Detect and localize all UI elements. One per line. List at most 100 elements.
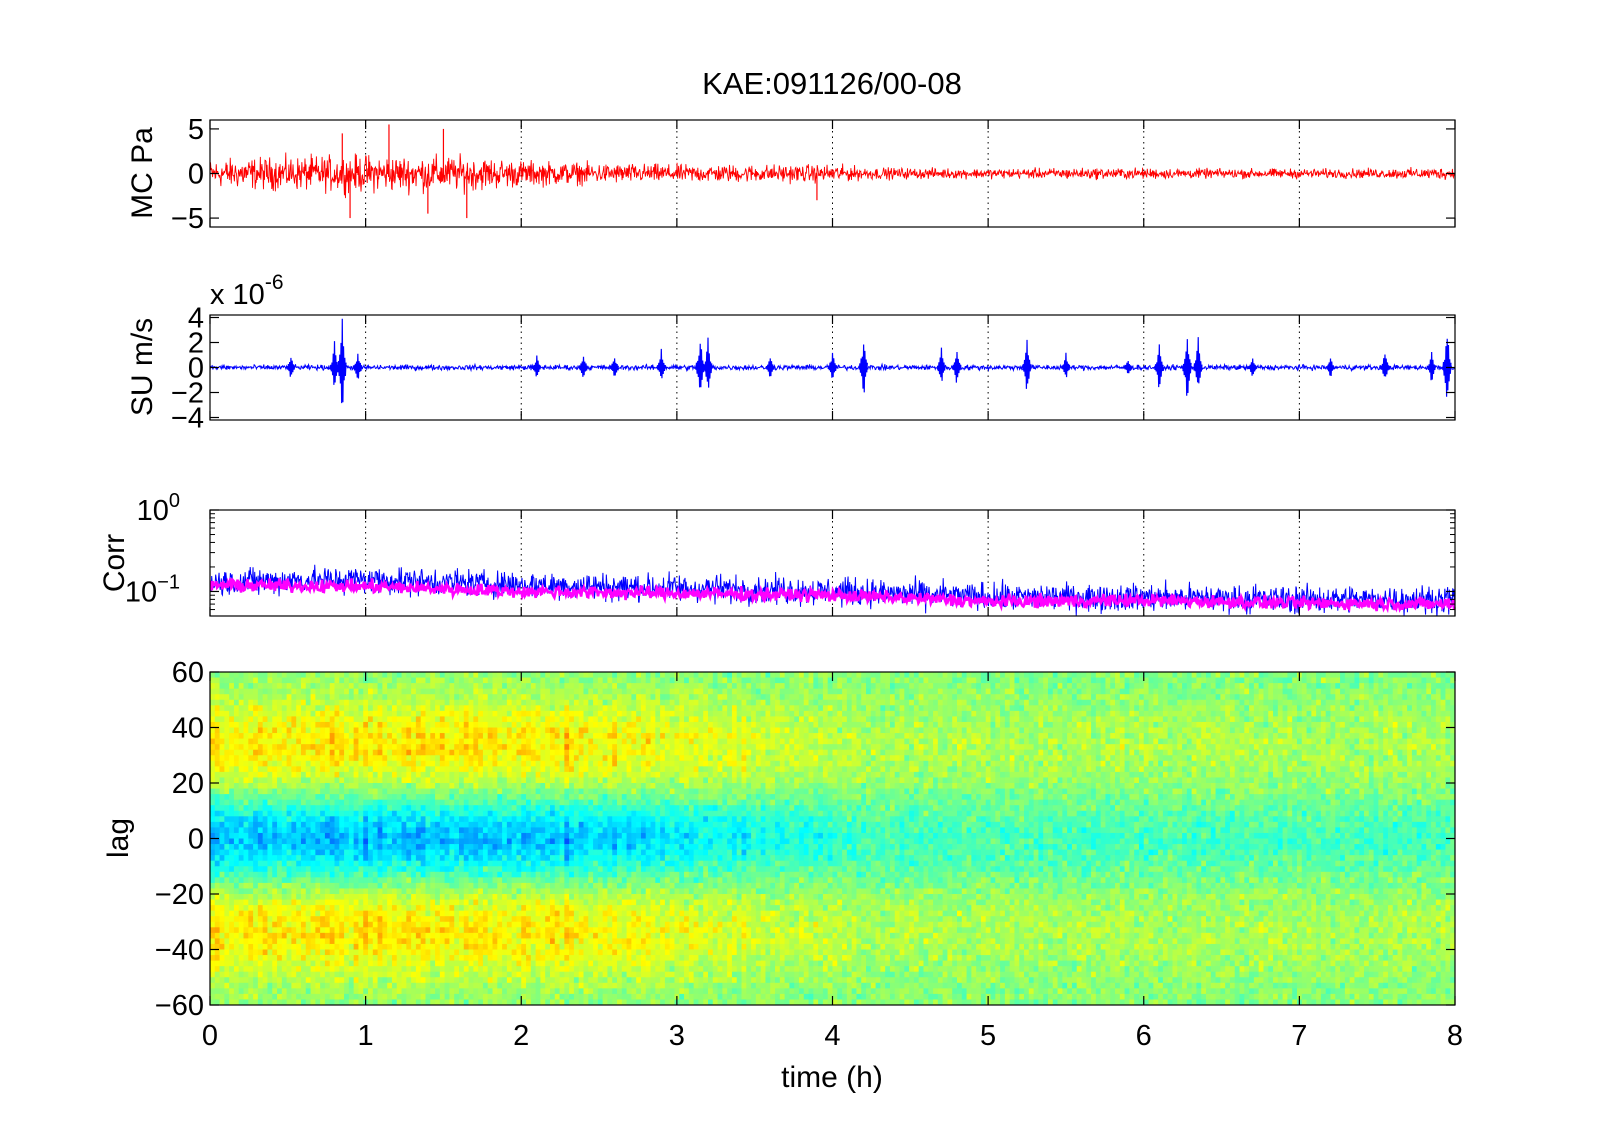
heatmap-cell xyxy=(583,866,589,873)
heatmap-cell xyxy=(554,993,561,1001)
heatmap-cell xyxy=(425,683,431,690)
heatmap-cell xyxy=(391,882,398,890)
heatmap-cell xyxy=(554,783,561,790)
heatmap-cell xyxy=(291,788,297,795)
heatmap-cell xyxy=(588,755,594,762)
heatmap-cell xyxy=(559,716,565,723)
heatmap-cell xyxy=(526,694,532,701)
heatmap-cell xyxy=(387,844,393,851)
heatmap-cell xyxy=(281,955,288,962)
heatmap-cell xyxy=(435,960,441,967)
heatmap-cell xyxy=(502,771,508,779)
heatmap-cell xyxy=(468,977,474,984)
heatmap-cell xyxy=(401,871,407,878)
heatmap-cell xyxy=(267,855,273,862)
heatmap-cell xyxy=(540,683,546,690)
heatmap-cell xyxy=(588,949,594,956)
heatmap-cell xyxy=(554,810,561,817)
panel-su-series xyxy=(210,318,1455,404)
heatmap-cell xyxy=(406,844,412,851)
heatmap-cell xyxy=(353,821,360,828)
heatmap-cell xyxy=(368,710,374,717)
heatmap-cell xyxy=(296,838,302,845)
heatmap-cell xyxy=(253,955,259,962)
heatmap-cell xyxy=(463,849,470,856)
heatmap-cell xyxy=(253,766,259,773)
heatmap-cell xyxy=(344,721,350,729)
heatmap-cell xyxy=(497,688,503,695)
heatmap-cell xyxy=(406,683,412,690)
heatmap-cell xyxy=(425,888,431,895)
heatmap-cell xyxy=(233,794,240,801)
heatmap-cell xyxy=(468,999,474,1005)
heatmap-cell xyxy=(411,694,417,701)
heatmap-cell xyxy=(214,821,221,828)
heatmap-cell xyxy=(564,760,570,767)
heatmap-cell xyxy=(478,733,484,740)
heatmap-cell xyxy=(296,999,302,1005)
heatmap-cell xyxy=(511,882,518,890)
heatmap-cell xyxy=(583,766,589,773)
heatmap-cell xyxy=(588,871,594,878)
heatmap-cell xyxy=(506,672,513,679)
heatmap-cell xyxy=(229,688,235,695)
heatmap-cell xyxy=(564,794,570,801)
heatmap-cell xyxy=(262,982,269,989)
heatmap-cell xyxy=(334,894,340,901)
heatmap-cell xyxy=(329,921,336,928)
heatmap-cell xyxy=(578,788,585,795)
heatmap-cell xyxy=(526,783,532,790)
heatmap-cell xyxy=(300,805,307,812)
heatmap-cell xyxy=(387,943,393,951)
heatmap-cell xyxy=(315,744,321,751)
heatmap-cell xyxy=(473,860,479,867)
heatmap-cell xyxy=(248,677,254,684)
heatmap-cell xyxy=(277,866,283,873)
heatmap-cell xyxy=(296,755,302,762)
heatmap-cell xyxy=(502,727,508,734)
heatmap-cell xyxy=(353,888,360,895)
heatmap-cell xyxy=(425,982,431,989)
heatmap-cell xyxy=(435,766,441,773)
heatmap-cell xyxy=(569,899,575,906)
heatmap-cell xyxy=(583,999,589,1005)
heatmap-cell xyxy=(363,938,369,945)
heatmap-cell xyxy=(219,955,225,962)
heatmap-cell xyxy=(439,966,446,973)
heatmap-cell xyxy=(411,882,417,890)
heatmap-cell xyxy=(521,949,527,956)
heatmap-cell xyxy=(564,882,570,890)
heatmap-cell xyxy=(411,733,417,740)
heatmap-cell xyxy=(468,694,474,701)
heatmap-cell xyxy=(506,771,513,779)
heatmap-cell xyxy=(535,866,542,873)
heatmap-cell xyxy=(334,899,340,906)
heatmap-cell xyxy=(281,977,288,984)
heatmap-cell xyxy=(449,727,455,734)
heatmap-cell xyxy=(243,777,249,784)
heatmap-cell xyxy=(224,705,230,712)
heatmap-cell xyxy=(554,788,561,795)
heatmap-cell xyxy=(329,860,336,867)
heatmap-cell xyxy=(277,860,283,867)
heatmap-cell xyxy=(502,749,508,756)
heatmap-cell xyxy=(286,988,293,995)
heatmap-cell xyxy=(540,838,546,845)
heatmap-cell xyxy=(233,899,240,906)
heatmap-cell xyxy=(300,877,307,884)
heatmap-cell xyxy=(267,694,273,701)
heatmap-cell xyxy=(377,816,383,823)
heatmap-cell xyxy=(521,721,527,729)
heatmap-cell xyxy=(401,705,407,712)
heatmap-cell xyxy=(516,838,522,845)
heatmap-cell xyxy=(468,882,474,890)
heatmap-cell xyxy=(229,816,235,823)
heatmap-cell xyxy=(506,688,513,695)
heatmap-cell xyxy=(320,949,326,956)
heatmap-cell xyxy=(454,993,460,1001)
heatmap-cell xyxy=(439,733,446,740)
heatmap-cell xyxy=(377,927,383,934)
heatmap-cell xyxy=(463,744,470,751)
heatmap-cell xyxy=(253,760,259,767)
heatmap-cell xyxy=(454,749,460,756)
